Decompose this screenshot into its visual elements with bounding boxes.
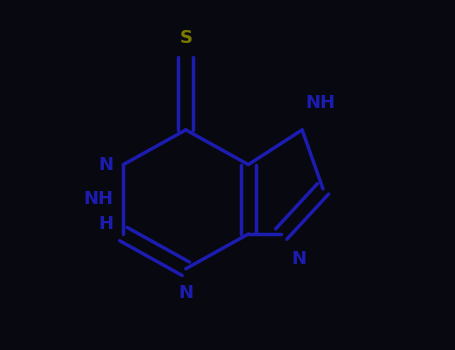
Text: NH: NH — [306, 94, 336, 112]
Text: N: N — [292, 250, 307, 268]
Text: S: S — [179, 29, 192, 47]
Text: N: N — [98, 156, 113, 174]
Text: H: H — [98, 215, 113, 233]
Text: N: N — [178, 284, 193, 302]
Text: NH: NH — [83, 190, 113, 208]
